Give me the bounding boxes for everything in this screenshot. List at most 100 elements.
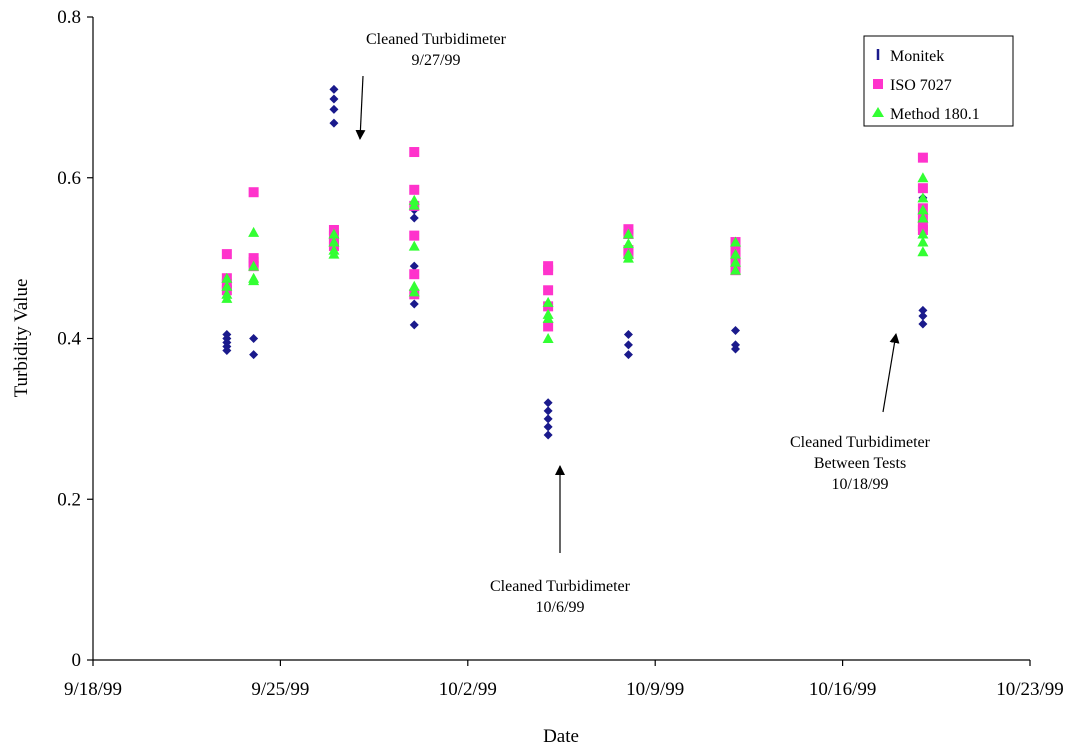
legend-item-monitek: Monitek bbox=[876, 48, 944, 65]
annotation-2-line-1: Cleaned Turbidimeter bbox=[490, 578, 631, 595]
x-tick-label: 9/18/99 bbox=[64, 679, 122, 700]
point-method-180-1 bbox=[408, 286, 420, 297]
point-monitek bbox=[918, 305, 928, 315]
point-monitek bbox=[249, 350, 259, 360]
annotation-3-arrow bbox=[882, 333, 900, 413]
annotation-3-line-3: 10/18/99 bbox=[832, 476, 889, 493]
legend-marker-iso-7027 bbox=[873, 79, 883, 89]
point-iso-7027 bbox=[917, 152, 928, 163]
point-iso-7027 bbox=[409, 147, 420, 158]
point-monitek bbox=[543, 422, 553, 432]
x-tick-label: 10/9/99 bbox=[626, 679, 684, 700]
y-tick-label: 0 bbox=[72, 650, 82, 671]
point-method-180-1 bbox=[730, 248, 742, 259]
annotation-1-arrow bbox=[355, 75, 366, 140]
point-monitek bbox=[731, 340, 741, 350]
point-iso-7027 bbox=[409, 269, 420, 280]
point-monitek bbox=[543, 430, 553, 440]
point-method-180-1 bbox=[328, 228, 340, 239]
annotation-1-line-2: 9/27/99 bbox=[412, 52, 461, 69]
point-monitek bbox=[543, 406, 553, 416]
series-iso-7027 bbox=[221, 147, 928, 332]
x-tick-label: 10/23/99 bbox=[996, 679, 1064, 700]
x-axis-label: Date bbox=[543, 726, 579, 747]
series-method-180-1 bbox=[221, 172, 929, 343]
point-monitek bbox=[222, 329, 232, 339]
point-iso-7027 bbox=[543, 285, 554, 296]
point-method-180-1 bbox=[328, 248, 340, 259]
legend-label-monitek: Monitek bbox=[890, 48, 944, 65]
point-monitek bbox=[543, 398, 553, 408]
point-method-180-1 bbox=[542, 296, 554, 307]
y-tick-label: 0.6 bbox=[57, 168, 81, 189]
point-monitek bbox=[731, 325, 741, 335]
legend-item-method-180-1: Method 180.1 bbox=[872, 106, 980, 123]
x-tick-label: 10/2/99 bbox=[439, 679, 497, 700]
point-monitek bbox=[918, 311, 928, 321]
point-method-180-1 bbox=[917, 236, 929, 247]
point-method-180-1 bbox=[917, 246, 929, 257]
legend-item-iso-7027: ISO 7027 bbox=[873, 77, 952, 94]
point-monitek bbox=[329, 118, 339, 128]
point-method-180-1 bbox=[542, 333, 554, 343]
point-method-180-1 bbox=[248, 226, 260, 237]
point-method-180-1 bbox=[408, 280, 420, 291]
point-monitek bbox=[329, 84, 339, 94]
annotation-1-line-1: Cleaned Turbidimeter bbox=[366, 31, 507, 48]
x-ticks: 9/18/99 9/25/99 10/2/99 10/9/99 10/16/99 10/2… bbox=[64, 660, 1064, 700]
y-ticks: 0 0.2 0.4 0.6 0.8 bbox=[57, 7, 93, 671]
y-tick-label: 0.8 bbox=[57, 7, 81, 28]
point-method-180-1 bbox=[408, 240, 420, 251]
annotation-2-line-2: 10/6/99 bbox=[536, 599, 585, 616]
point-method-180-1 bbox=[917, 204, 929, 215]
point-method-180-1 bbox=[917, 192, 929, 203]
point-method-180-1 bbox=[917, 228, 929, 239]
point-monitek bbox=[623, 350, 633, 360]
point-monitek bbox=[543, 414, 553, 424]
y-tick-label: 0.4 bbox=[57, 329, 81, 350]
point-monitek bbox=[329, 94, 339, 104]
point-method-180-1 bbox=[221, 280, 233, 291]
point-method-180-1 bbox=[730, 264, 742, 275]
y-axis-label: Turbidity Value bbox=[11, 279, 32, 398]
annotation-3-line-2: Between Tests bbox=[814, 455, 906, 472]
point-method-180-1 bbox=[730, 236, 742, 247]
legend-label-method-180-1: Method 180.1 bbox=[890, 106, 980, 123]
point-monitek bbox=[329, 104, 339, 114]
point-method-180-1 bbox=[730, 256, 742, 267]
point-method-180-1 bbox=[328, 236, 340, 247]
point-iso-7027 bbox=[917, 183, 928, 194]
point-method-180-1 bbox=[542, 312, 554, 323]
point-method-180-1 bbox=[622, 238, 634, 249]
point-iso-7027 bbox=[543, 265, 554, 276]
point-method-180-1 bbox=[221, 272, 233, 283]
annotation-3: Cleaned Turbidimeter Between Tests 10/18… bbox=[790, 333, 931, 493]
data-marks bbox=[221, 84, 929, 440]
legend-label-iso-7027: ISO 7027 bbox=[890, 77, 952, 94]
point-method-180-1 bbox=[622, 228, 634, 239]
annotation-3-line-1: Cleaned Turbidimeter bbox=[790, 434, 931, 451]
point-monitek bbox=[918, 319, 928, 329]
point-monitek bbox=[409, 261, 419, 271]
point-method-180-1 bbox=[248, 260, 260, 271]
y-tick-label: 0.2 bbox=[57, 489, 81, 510]
series-monitek bbox=[222, 84, 928, 440]
point-method-180-1 bbox=[248, 275, 260, 286]
legend: Monitek ISO 7027 Method 180.1 bbox=[863, 35, 1014, 127]
x-tick-label: 10/16/99 bbox=[809, 679, 877, 700]
axes: 0 0.2 0.4 0.6 0.8 9/18/99 9/25/99 10/2/99 10/9/… bbox=[57, 7, 1064, 700]
annotation-2: Cleaned Turbidimeter 10/6/99 bbox=[490, 465, 631, 616]
point-monitek bbox=[409, 299, 419, 309]
point-iso-7027 bbox=[409, 184, 420, 195]
point-monitek bbox=[409, 320, 419, 330]
point-iso-7027 bbox=[248, 187, 259, 198]
point-iso-7027 bbox=[409, 230, 420, 241]
point-iso-7027 bbox=[221, 249, 232, 260]
point-monitek bbox=[409, 213, 419, 223]
point-monitek bbox=[249, 334, 259, 343]
point-iso-7027 bbox=[543, 321, 554, 332]
x-tick-label: 9/25/99 bbox=[251, 679, 309, 700]
point-method-180-1 bbox=[408, 199, 420, 210]
legend-marker-method-180-1 bbox=[872, 107, 884, 117]
